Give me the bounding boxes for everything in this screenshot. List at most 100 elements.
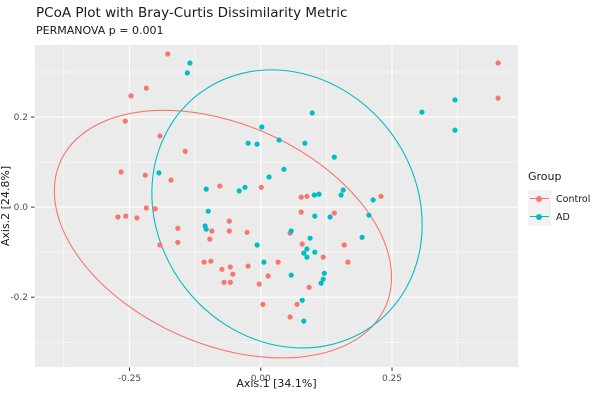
data-point-control — [260, 301, 266, 307]
data-point-ad — [281, 166, 287, 172]
data-point-control — [217, 183, 223, 189]
data-point-control — [123, 213, 129, 219]
data-point-ad — [259, 124, 265, 130]
data-point-ad — [245, 140, 251, 146]
legend-label-control: Control — [556, 193, 591, 205]
data-point-control — [245, 263, 251, 269]
legend-item-control: Control — [528, 190, 590, 208]
data-point-ad — [242, 184, 248, 190]
data-point-control — [118, 169, 124, 175]
data-point-control — [495, 60, 501, 66]
data-point-control — [207, 236, 213, 242]
data-point-ad — [452, 97, 458, 103]
data-point-ad — [321, 270, 327, 276]
data-point-control — [230, 271, 236, 277]
data-point-control — [256, 281, 262, 287]
data-point-control — [320, 254, 326, 260]
data-point-control — [152, 206, 158, 212]
data-point-ad — [236, 188, 242, 194]
data-point-ad — [261, 259, 267, 265]
data-point-ad — [452, 127, 458, 133]
data-point-control — [226, 228, 232, 234]
legend-key-ad-icon — [528, 208, 551, 226]
data-point-ad — [359, 234, 365, 240]
data-point-control — [298, 194, 304, 200]
data-point-control — [226, 218, 232, 224]
data-point-ad — [338, 192, 344, 198]
data-point-ad — [340, 187, 346, 193]
data-point-ad — [302, 140, 308, 146]
data-point-ad — [370, 197, 376, 203]
data-point-control — [304, 193, 310, 199]
data-point-ad — [266, 174, 272, 180]
data-point-ad — [311, 192, 317, 198]
data-point-ad — [312, 213, 318, 219]
data-point-control — [168, 177, 174, 183]
data-point-control — [157, 242, 163, 248]
legend-item-ad: AD — [528, 208, 590, 226]
data-point-control — [209, 228, 215, 234]
x-tick-label: -0.25 — [118, 374, 141, 384]
data-point-control — [115, 214, 121, 220]
legend-title: Group — [528, 170, 562, 183]
data-point-control — [287, 314, 293, 320]
data-point-control — [182, 148, 188, 154]
legend-ad-dot-icon — [536, 213, 542, 220]
plot-subtitle: PERMANOVA p = 0.001 — [36, 24, 164, 37]
data-point-control — [143, 205, 149, 211]
data-point-control — [219, 266, 225, 272]
data-point-ad — [299, 297, 305, 303]
data-point-control — [299, 241, 305, 247]
data-point-ad — [203, 226, 209, 232]
y-tick-label: -0.2 — [10, 293, 28, 303]
data-point-control — [201, 259, 207, 265]
data-point-control — [306, 284, 312, 290]
data-point-control — [165, 51, 171, 57]
data-point-control — [143, 85, 149, 91]
data-point-control — [122, 118, 128, 124]
data-point-ad — [205, 208, 211, 214]
confidence-ellipse-control — [53, 109, 393, 359]
data-point-ad — [184, 70, 190, 76]
data-point-control — [175, 225, 181, 231]
data-point-control — [258, 184, 264, 190]
x-axis-title: Axis.1 [34.1%] — [236, 377, 317, 390]
data-point-control — [208, 258, 214, 264]
data-point-ad — [301, 318, 307, 324]
y-tick-label: 0.2 — [14, 113, 28, 123]
legend-key-control-icon — [528, 190, 551, 208]
data-point-control — [341, 242, 347, 248]
plot-title: PCoA Plot with Bray-Curtis Dissimilarity… — [36, 5, 348, 21]
data-point-ad — [288, 228, 294, 234]
data-point-ad — [254, 242, 260, 248]
data-point-ad — [316, 191, 322, 197]
data-point-control — [331, 210, 337, 216]
data-point-ad — [419, 109, 425, 115]
data-point-control — [345, 259, 351, 265]
data-point-ad — [304, 254, 310, 260]
data-point-control — [265, 273, 271, 279]
data-point-control — [221, 279, 227, 285]
data-point-ad — [318, 280, 324, 286]
data-point-ad — [312, 249, 318, 255]
data-point-ad — [203, 186, 209, 192]
legend-label-ad: AD — [556, 211, 570, 223]
confidence-ellipse-ad — [151, 69, 423, 349]
data-point-ad — [301, 250, 307, 256]
data-point-ad — [320, 276, 326, 282]
data-point-ad — [156, 170, 162, 176]
data-point-ad — [288, 272, 294, 278]
data-point-ad — [366, 212, 372, 218]
data-point-control — [298, 209, 304, 215]
data-point-ad — [254, 141, 260, 147]
data-point-control — [157, 133, 163, 139]
data-point-control — [275, 259, 281, 265]
data-point-control — [128, 93, 134, 99]
legend: Group Control AD — [528, 170, 590, 226]
data-point-control — [142, 172, 148, 178]
y-axis-title: Axis.2 [24.8%] — [0, 165, 12, 247]
data-point-control — [244, 229, 250, 235]
data-point-control — [134, 215, 140, 221]
y-tick-label: 0.0 — [14, 203, 29, 213]
data-point-ad — [307, 235, 313, 241]
